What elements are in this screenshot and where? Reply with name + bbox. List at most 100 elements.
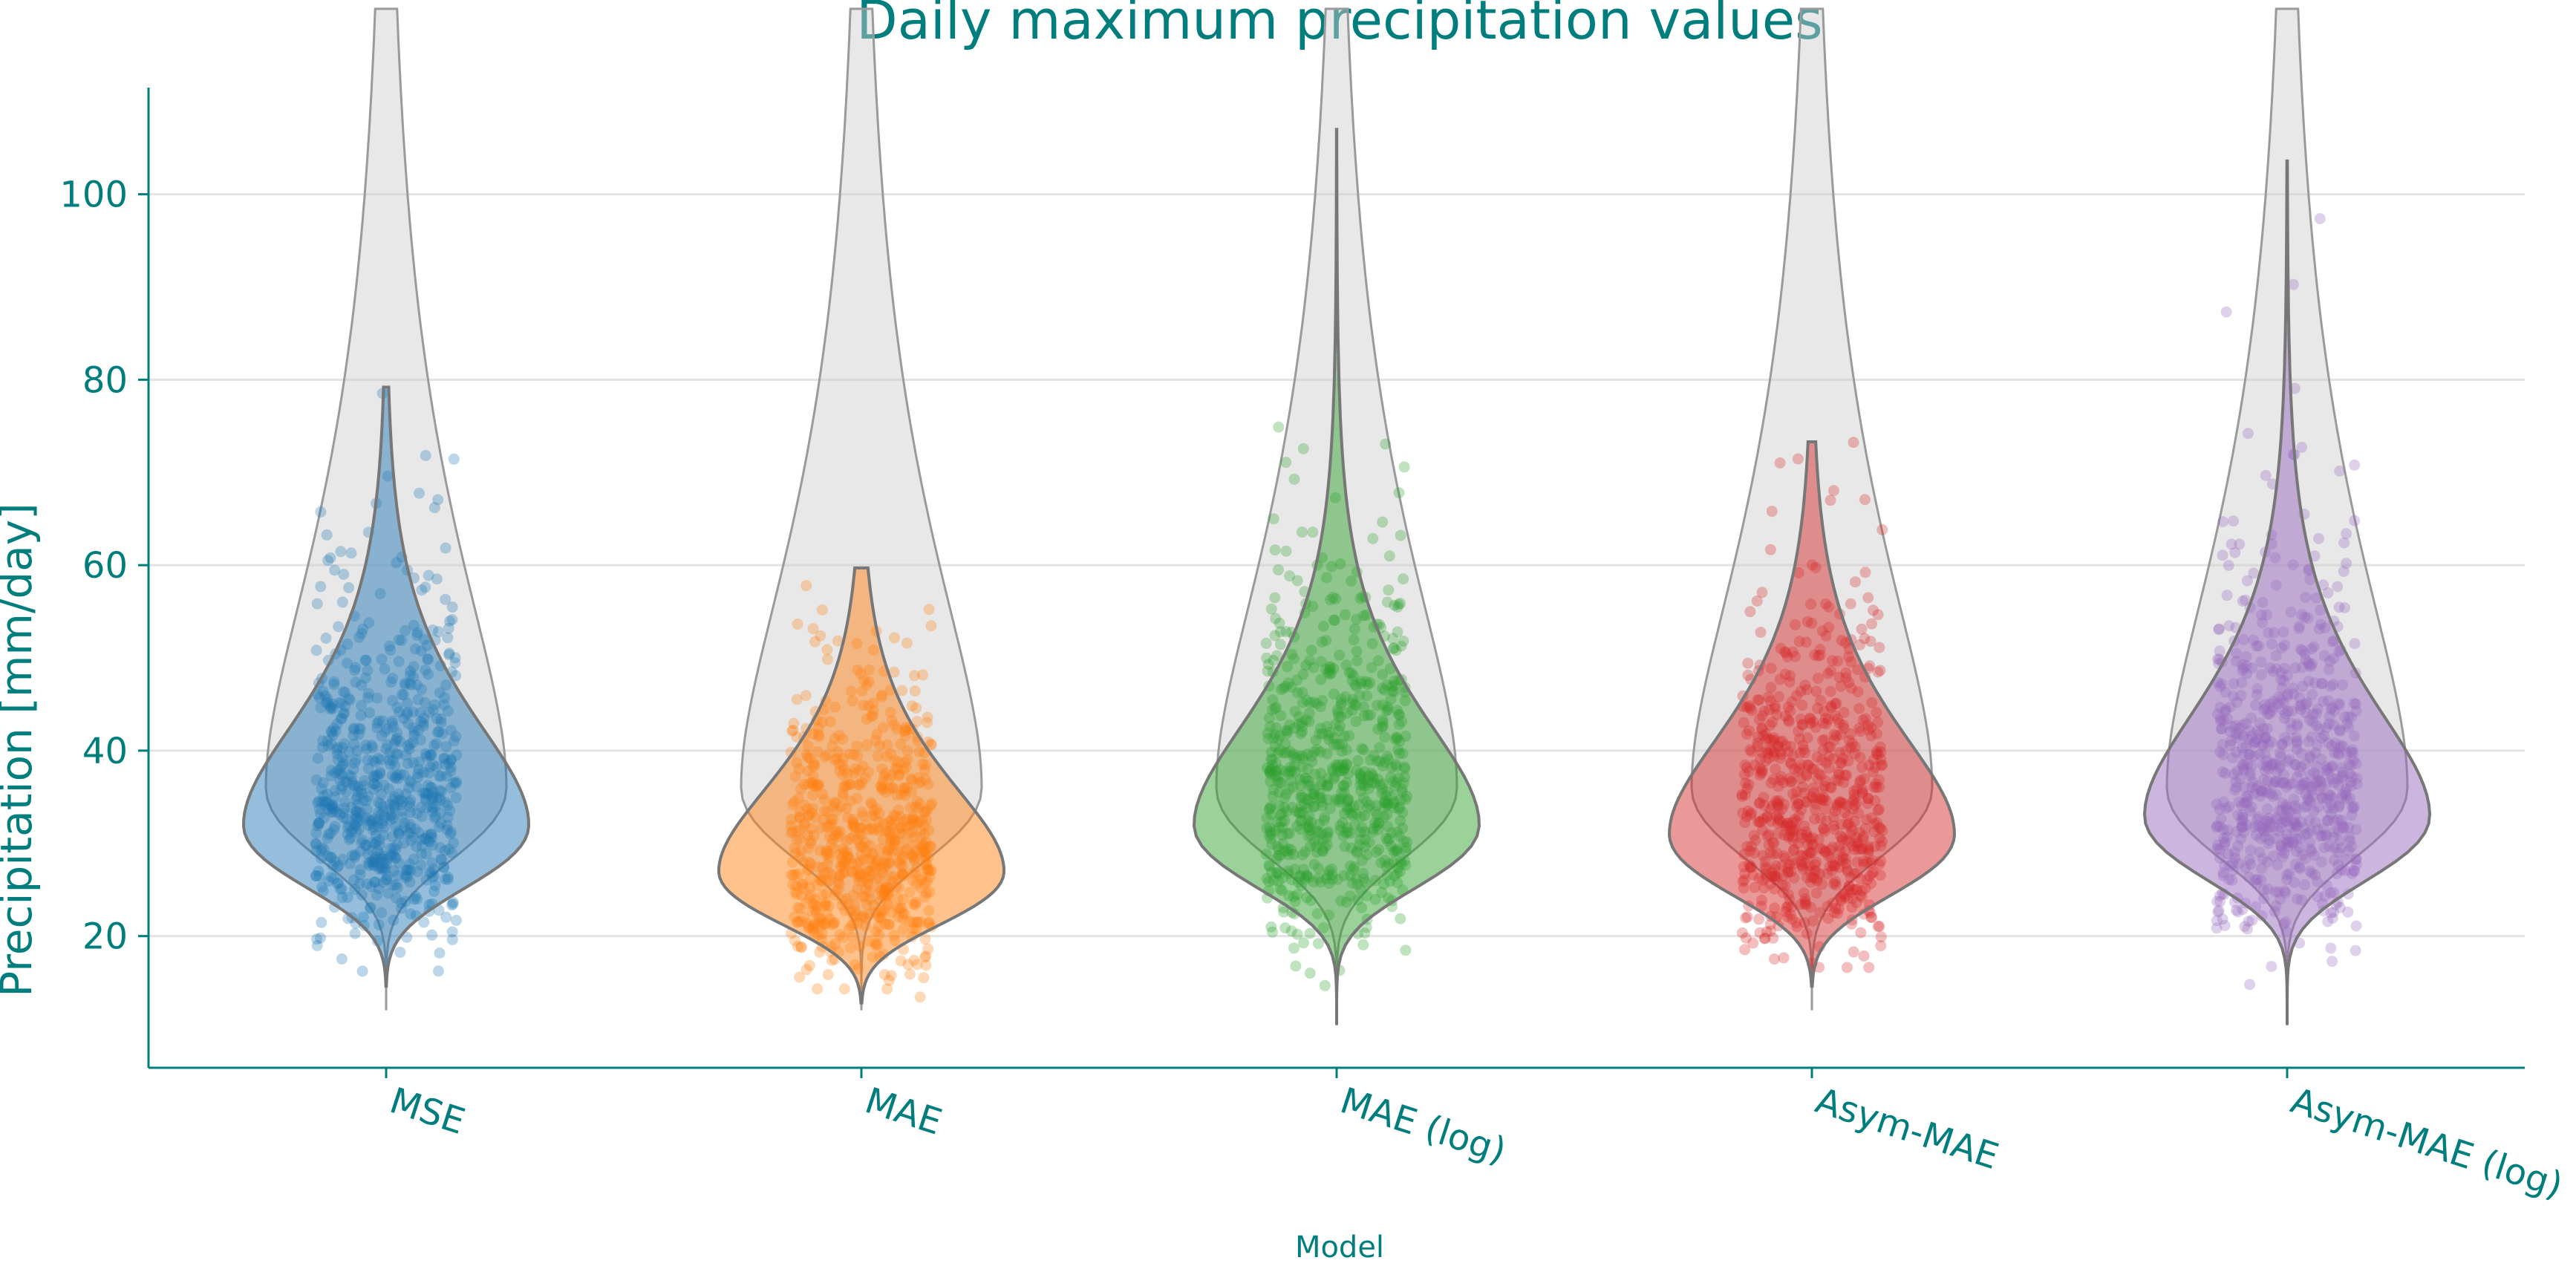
- data-point: [404, 677, 416, 689]
- data-point: [427, 759, 439, 771]
- data-point: [833, 730, 845, 742]
- data-point: [883, 844, 895, 855]
- data-point: [816, 717, 828, 728]
- data-point: [336, 953, 348, 965]
- data-point: [342, 776, 353, 788]
- data-point: [366, 740, 378, 751]
- data-point: [895, 811, 907, 823]
- data-point: [915, 882, 927, 894]
- data-point: [2234, 538, 2246, 550]
- data-point: [925, 800, 936, 812]
- data-point: [824, 913, 836, 925]
- data-point: [402, 870, 414, 882]
- data-point: [922, 863, 934, 875]
- data-point: [408, 671, 420, 682]
- data-point: [356, 627, 368, 639]
- data-point: [786, 856, 798, 868]
- data-point: [370, 756, 381, 768]
- data-point: [873, 825, 885, 837]
- data-point: [812, 879, 824, 891]
- data-point: [920, 850, 932, 862]
- data-point: [2244, 979, 2256, 991]
- data-point: [1374, 756, 1386, 767]
- data-point: [837, 932, 849, 944]
- data-point: [415, 716, 427, 728]
- data-point: [373, 806, 385, 818]
- data-point: [795, 941, 807, 953]
- data-point: [856, 806, 868, 818]
- data-point: [887, 769, 898, 781]
- data-point: [907, 898, 919, 910]
- data-point: [365, 815, 376, 826]
- data-point: [353, 807, 365, 819]
- data-point: [373, 883, 385, 895]
- data-point: [389, 821, 401, 832]
- data-point: [858, 699, 870, 711]
- data-point: [417, 787, 429, 799]
- data-point: [448, 735, 460, 747]
- data-point: [431, 713, 443, 725]
- data-point: [407, 737, 419, 748]
- data-point: [809, 812, 821, 823]
- data-point: [816, 928, 828, 939]
- data-point: [443, 757, 455, 769]
- data-point: [840, 856, 852, 868]
- data-point: [385, 810, 397, 822]
- data-point: [317, 777, 329, 789]
- data-point: [821, 749, 833, 761]
- data-point: [818, 794, 830, 806]
- data-point: [794, 851, 806, 863]
- data-point: [873, 822, 885, 834]
- y-tick-label: 20: [82, 916, 128, 958]
- data-point: [919, 840, 930, 852]
- data-point: [826, 954, 838, 966]
- data-point: [2217, 913, 2228, 925]
- data-point: [915, 916, 927, 928]
- data-point: [318, 844, 330, 855]
- data-point: [350, 820, 362, 832]
- data-point: [339, 803, 350, 815]
- data-point: [386, 769, 398, 781]
- data-point: [841, 835, 852, 846]
- data-point: [348, 780, 359, 791]
- data-point: [336, 780, 348, 792]
- data-point: [400, 896, 411, 907]
- data-point: [851, 792, 863, 804]
- data-point: [881, 739, 893, 751]
- data-point: [842, 812, 853, 823]
- data-point: [374, 798, 386, 810]
- data-point: [902, 959, 914, 970]
- data-point: [389, 803, 401, 815]
- data-point: [310, 645, 322, 656]
- data-point: [421, 640, 433, 651]
- data-point: [372, 752, 384, 764]
- data-point: [875, 907, 887, 919]
- data-point: [447, 896, 459, 908]
- data-point: [807, 777, 819, 789]
- data-point: [815, 630, 826, 642]
- data-point: [329, 821, 341, 832]
- data-point: [385, 759, 397, 770]
- data-point: [423, 835, 434, 846]
- data-point: [333, 697, 345, 708]
- data-point: [806, 905, 818, 917]
- data-point: [829, 829, 841, 841]
- data-point: [366, 837, 378, 849]
- data-point: [915, 776, 927, 788]
- data-point: [434, 807, 446, 819]
- data-point: [899, 757, 910, 769]
- data-point: [405, 665, 417, 677]
- data-point: [349, 819, 361, 831]
- data-point: [409, 643, 421, 655]
- data-point: [2220, 306, 2232, 318]
- data-point: [899, 846, 910, 858]
- data-point: [402, 707, 414, 719]
- data-point: [805, 838, 817, 849]
- data-point: [867, 705, 879, 717]
- data-point: [803, 856, 815, 868]
- data-point: [837, 787, 849, 799]
- data-point: [428, 870, 440, 881]
- data-point: [864, 870, 875, 882]
- data-point: [921, 887, 933, 899]
- data-point: [405, 835, 417, 846]
